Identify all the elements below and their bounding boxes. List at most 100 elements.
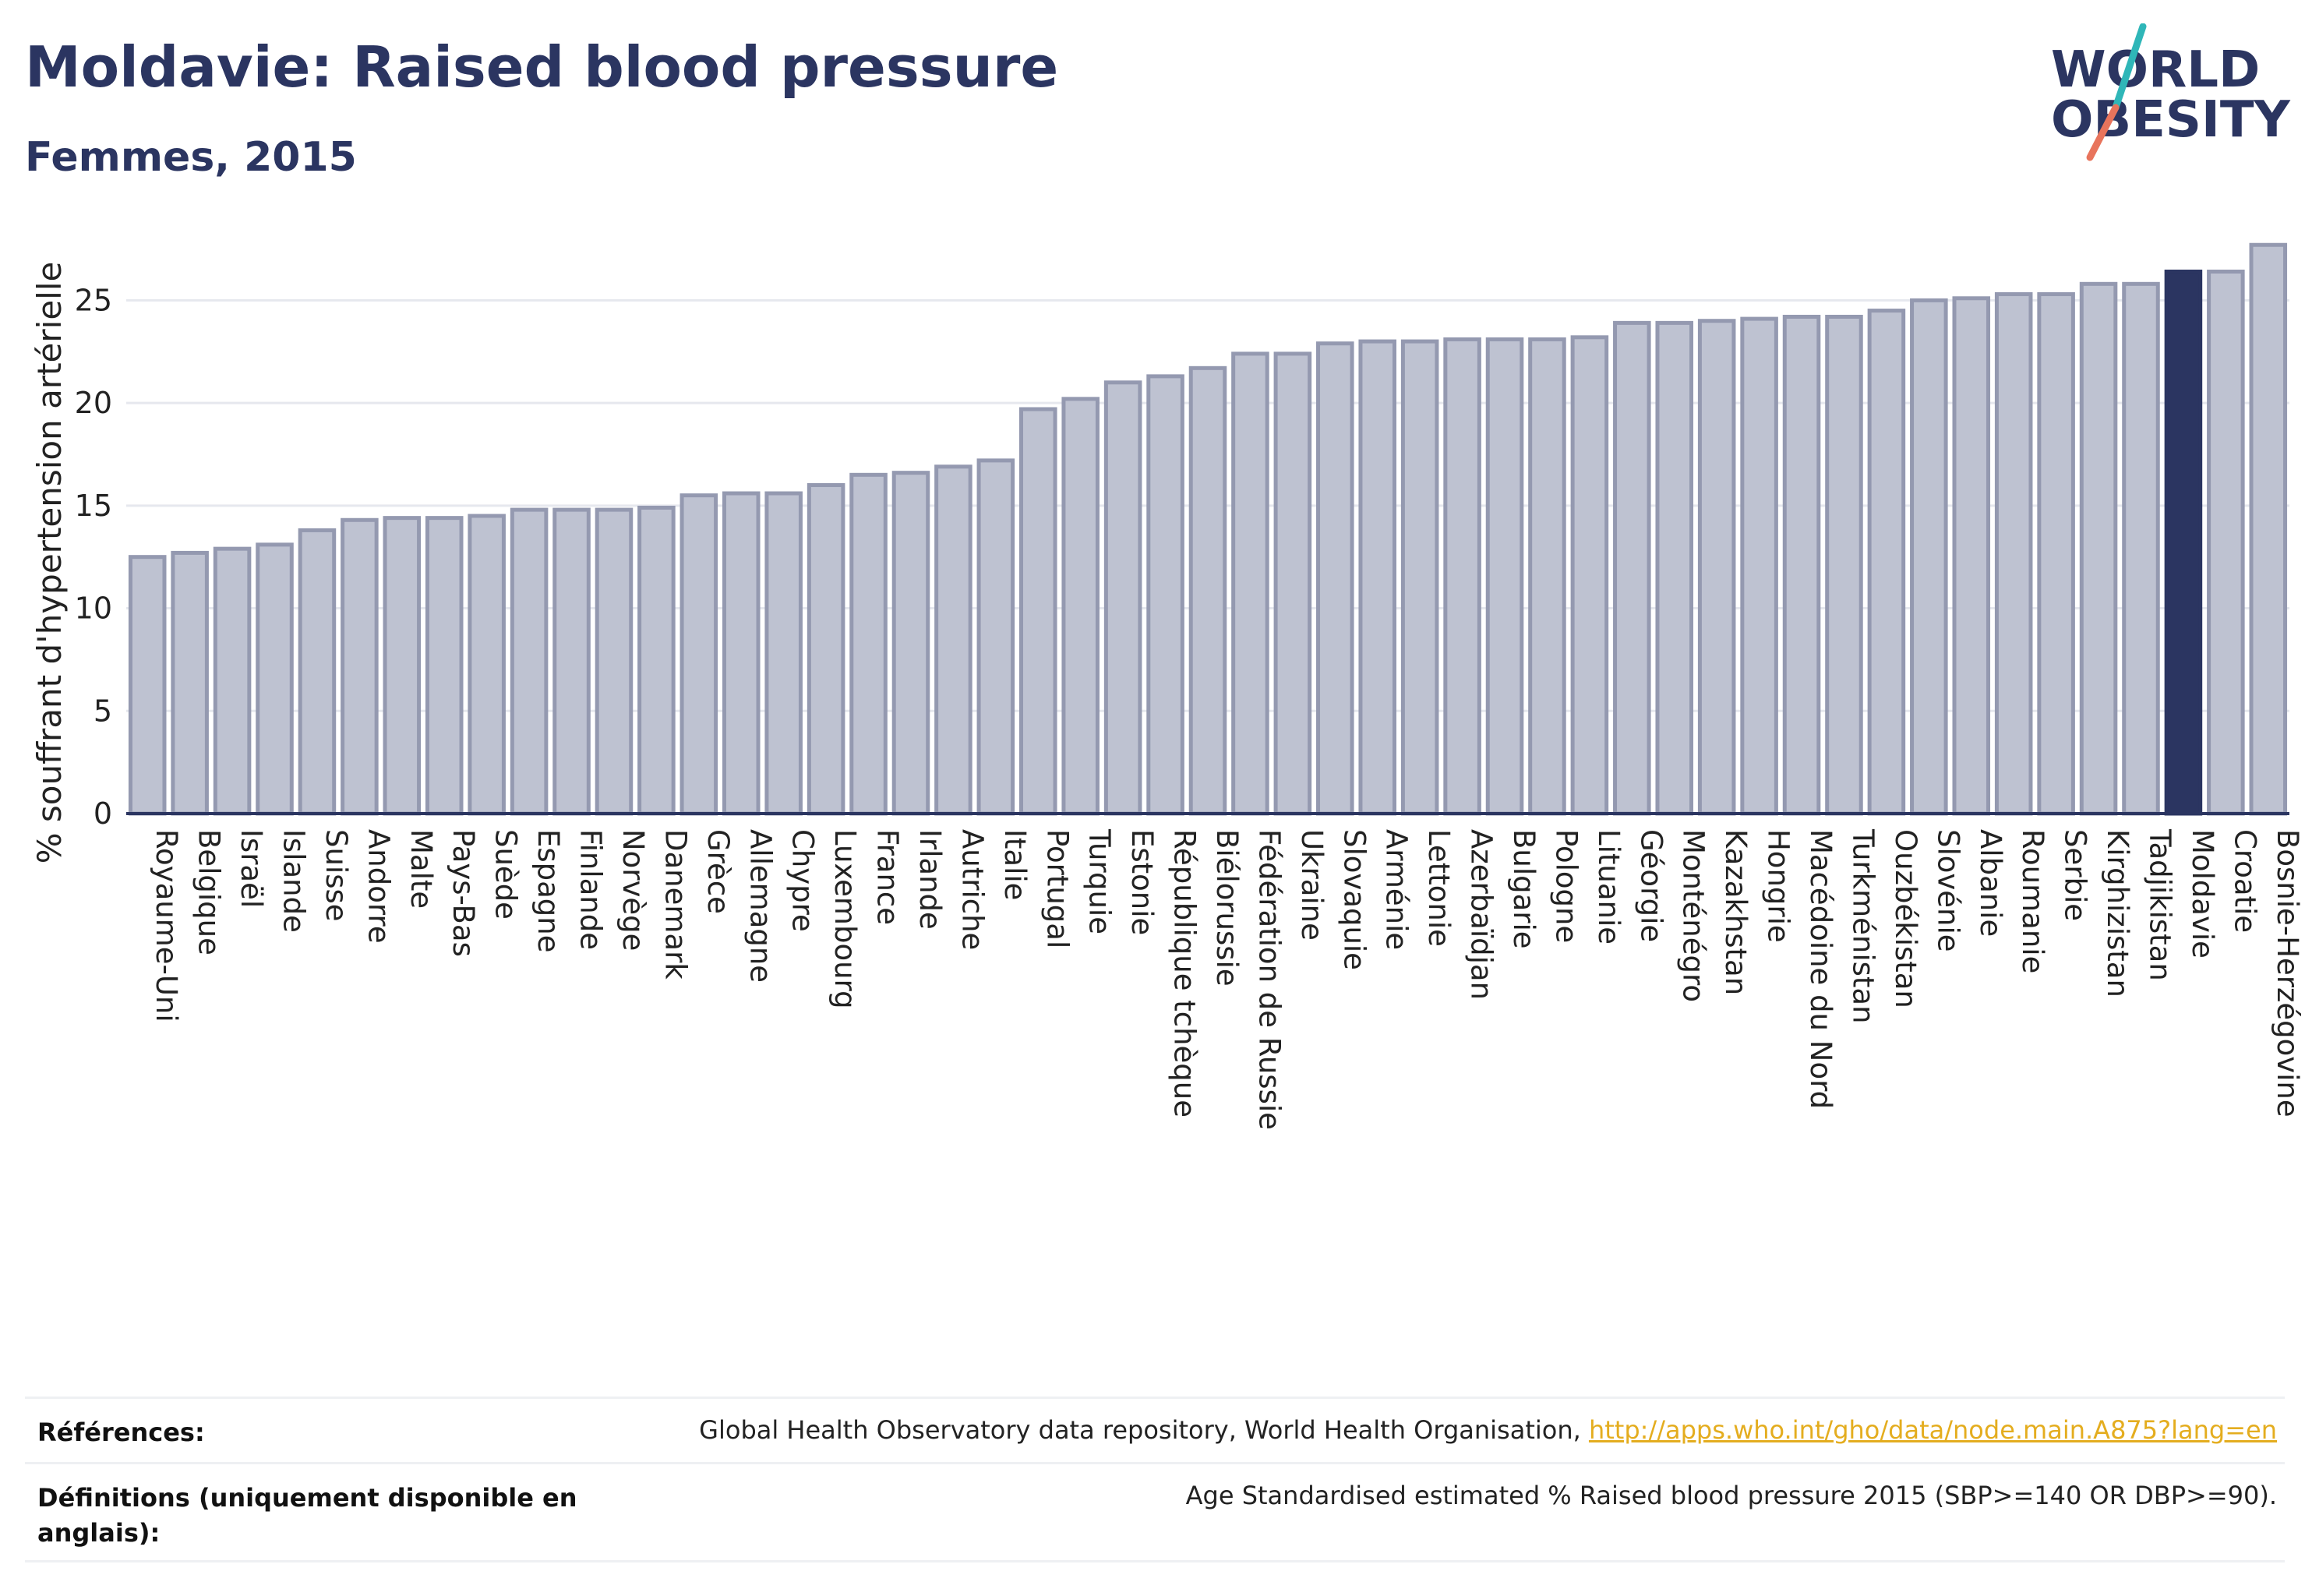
bar <box>468 514 506 816</box>
references-text: Global Health Observatory data repositor… <box>699 1415 2277 1445</box>
x-tick-label: Turkménistan <box>1846 828 1880 1024</box>
bar <box>256 542 294 816</box>
x-tick-label: Croatie <box>2228 829 2261 933</box>
bar <box>1061 397 1100 816</box>
bar <box>1443 337 1481 816</box>
x-tick-label: Lettonie <box>1422 829 1456 947</box>
x-tick-label: Slovaquie <box>1337 829 1371 970</box>
x-tick-labels: Royaume-Uni Belgique Israël Islande Suisse An… <box>150 828 2304 1130</box>
references-label: Références: <box>37 1418 205 1447</box>
x-tick-label: Allemagne <box>743 829 777 983</box>
x-tick-label: Lituanie <box>1592 829 1626 945</box>
x-tick-label: Luxembourg <box>828 829 862 1009</box>
x-tick-label: Finlande <box>574 829 608 950</box>
x-tick-label: Irlande <box>913 829 947 930</box>
x-tick-label: Estonie <box>1125 829 1159 935</box>
bar <box>1316 341 1354 816</box>
definitions-text: Age Standardised estimated % Raised bloo… <box>1185 1481 2277 1510</box>
x-tick-label: Monténégro <box>1677 829 1710 1002</box>
bar <box>2037 291 2075 816</box>
bar <box>2079 281 2118 816</box>
bar <box>2207 269 2245 816</box>
x-tick-label: Pays-Bas <box>447 829 480 957</box>
bar <box>1400 339 1439 816</box>
y-tick-label: 15 <box>75 489 112 523</box>
logo-word-obesity: OBESITY <box>2051 91 2290 149</box>
y-tick-label: 0 <box>94 796 112 831</box>
world-obesity-logo: WORLD OBESITY <box>2034 23 2291 164</box>
footer-divider <box>25 1560 2285 1562</box>
bar <box>679 493 718 816</box>
bar <box>1273 351 1312 816</box>
x-tick-label: Serbie <box>2059 829 2092 921</box>
bar <box>1019 407 1057 816</box>
y-axis-label: % souffrant d'hypertension artérielle <box>30 262 69 864</box>
x-tick-label: Chypre <box>786 829 820 932</box>
y-tick-label: 5 <box>94 694 112 728</box>
x-tick-label: Suède <box>489 829 523 920</box>
bar <box>976 458 1015 816</box>
bar <box>807 482 845 816</box>
chart-subtitle: Femmes, 2015 <box>25 134 357 181</box>
x-tick-label: Moldavie <box>2186 829 2219 959</box>
x-tick-label: Azerbaïdjan <box>1465 829 1498 1000</box>
bar <box>341 517 379 816</box>
bar <box>637 505 676 816</box>
x-tick-label: Italie <box>998 829 1032 900</box>
x-tick-label: Suisse <box>319 829 353 922</box>
footer-divider <box>25 1396 2285 1399</box>
bar <box>552 507 591 816</box>
logo-word-world: WORLD <box>2051 41 2261 99</box>
x-tick-label: Norvège <box>616 829 650 951</box>
y-tick-labels: 0 5 10 15 20 25 <box>75 283 112 831</box>
x-tick-label: France <box>871 829 905 925</box>
x-tick-label: Portugal <box>1040 829 1074 948</box>
bar <box>1740 316 1778 816</box>
x-tick-label: Kirghizistan <box>2101 829 2134 998</box>
bar <box>1910 298 1948 816</box>
bar <box>1994 291 2033 816</box>
bar <box>1485 337 1524 816</box>
x-tick-label: Espagne <box>531 829 565 953</box>
bar <box>1952 296 1991 816</box>
x-tick-label: Malte <box>404 829 438 909</box>
x-tick-label: Tadjikistan <box>2143 828 2176 981</box>
bar <box>298 528 337 816</box>
y-tick-label: 25 <box>75 283 112 317</box>
bar <box>595 507 634 816</box>
bar <box>1103 380 1142 816</box>
bar <box>1570 335 1609 816</box>
x-tick-label: Andorre <box>362 829 395 944</box>
x-tick-label: Turquie <box>1083 828 1117 934</box>
x-tick-label: Macédoine du Nord <box>1804 829 1837 1109</box>
bar <box>1613 320 1651 816</box>
x-tick-label: République tchèque <box>1168 829 1202 1118</box>
bar <box>891 471 930 816</box>
bar <box>425 516 464 816</box>
definitions-label-line2: anglais): <box>37 1517 161 1548</box>
x-tick-label: Bulgarie <box>1507 829 1541 949</box>
x-tick-label: Roumanie <box>2016 829 2049 973</box>
definitions-label-line1: Définitions (uniquement disponible en <box>37 1483 577 1513</box>
x-tick-label: Grèce <box>701 829 735 914</box>
x-tick-label: Albanie <box>1974 829 2007 937</box>
bar <box>213 546 252 816</box>
definitions-label: Définitions (uniquement disponible en an… <box>37 1481 577 1551</box>
bars <box>128 242 2288 816</box>
x-tick-label: Pologne <box>1549 829 1583 943</box>
bar-chart: 0 5 10 15 20 25 Royaume-Uni Belgique Israël Isla… <box>30 242 2304 1130</box>
bar <box>934 464 972 816</box>
x-tick-label: Arménie <box>1380 829 1414 950</box>
bar <box>1231 351 1269 816</box>
logo-slash-icon <box>2086 23 2147 161</box>
references-link[interactable]: http://apps.who.int/gho/data/node.main.A… <box>1588 1415 2277 1445</box>
bar <box>510 507 549 816</box>
bar <box>1697 319 1736 816</box>
bar <box>1825 314 1863 816</box>
bar <box>383 516 422 816</box>
footer-divider <box>25 1462 2285 1464</box>
bar <box>128 555 167 816</box>
x-tick-label: Géorgie <box>1634 829 1668 942</box>
bar <box>1782 314 1821 816</box>
y-tick-label: 10 <box>75 591 112 626</box>
